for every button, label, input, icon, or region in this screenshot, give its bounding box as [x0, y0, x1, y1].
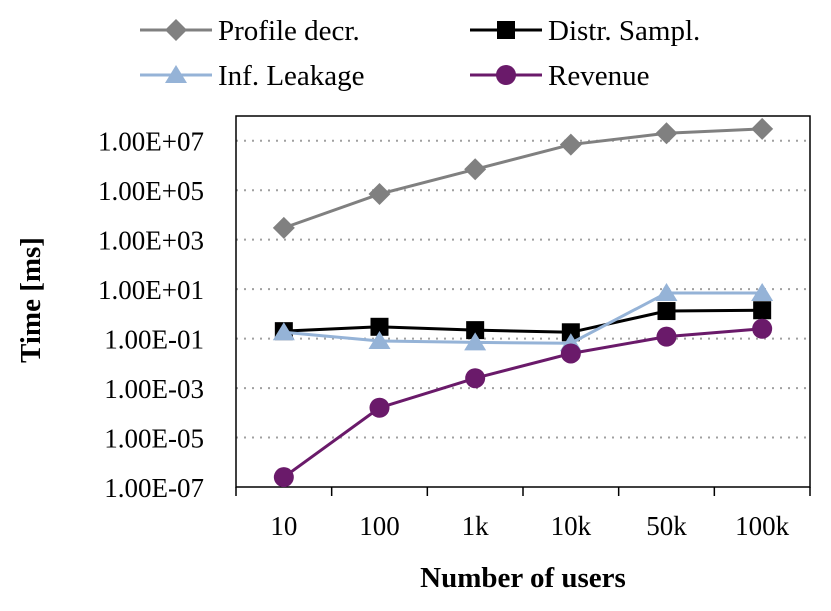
data-point: [559, 133, 582, 156]
legend-item: Revenue: [470, 60, 649, 92]
data-point: [751, 117, 774, 140]
legend-item: Profile decr.: [140, 15, 360, 47]
data-point: [655, 122, 678, 145]
data-point: [466, 321, 485, 340]
y-tick-label: 1.00E-05: [104, 424, 204, 454]
legend-marker: [497, 21, 515, 39]
x-tick-label: 100: [359, 511, 400, 541]
y-tick-label: 1.00E+05: [98, 176, 204, 206]
plot-frame: [235, 115, 811, 488]
x-tick-label: 50k: [646, 511, 687, 541]
legend-marker: [496, 65, 516, 85]
series-line: [283, 308, 763, 334]
data-point: [272, 322, 295, 341]
axes: [235, 115, 811, 496]
legend-label: Revenue: [548, 60, 649, 92]
data-point: [561, 323, 580, 342]
y-tick-label: 1.00E+07: [98, 127, 204, 157]
x-tick-label: 10k: [551, 511, 592, 541]
data-point: [272, 216, 295, 239]
series-distr-sampl: [274, 301, 772, 342]
y-axis-title: Time [ms]: [15, 237, 47, 363]
x-tick-label: 100k: [735, 511, 790, 541]
y-tick-label: 1.00E-01: [104, 325, 204, 355]
data-point: [370, 317, 389, 336]
data-point: [655, 282, 678, 301]
data-point: [368, 183, 391, 206]
legend: Profile decr. Distr. Sampl. Inf. Leakage Re…: [140, 15, 700, 92]
legend-label: Inf. Leakage: [218, 60, 365, 92]
data-point: [753, 301, 772, 320]
x-tick-label: 1k: [462, 511, 490, 541]
x-axis-title: Number of users: [420, 562, 626, 594]
data-point: [368, 330, 391, 349]
series-line: [283, 291, 763, 345]
series-revenue: [273, 318, 773, 488]
data-point: [464, 158, 487, 181]
data-point: [464, 332, 487, 351]
data-point: [369, 397, 390, 418]
data-point: [752, 318, 773, 339]
data-point: [751, 282, 774, 301]
data-point: [560, 343, 581, 364]
data-point: [657, 302, 676, 321]
series-line: [282, 327, 763, 479]
legend-item: Inf. Leakage: [140, 60, 365, 92]
x-tick-labels: 10 100 1k 10k 50k 100k: [270, 511, 789, 541]
series-line: [283, 127, 763, 230]
y-tick-labels: 1.00E-07 1.00E-05 1.00E-03 1.00E-01 1.00E+01…: [98, 127, 204, 503]
gridlines: [236, 139, 810, 439]
legend-item: Distr. Sampl.: [470, 15, 700, 47]
data-point: [656, 326, 677, 347]
legend-marker: [165, 65, 187, 83]
y-tick-label: 1.00E+01: [98, 275, 204, 305]
data-point: [465, 368, 486, 389]
y-tick-label: 1.00E-03: [104, 374, 204, 404]
x-tick-label: 10: [270, 511, 297, 541]
series-profile-decr: [272, 117, 774, 239]
series-inf-leakage: [272, 282, 774, 352]
y-tick-label: 1.00E-07: [104, 473, 204, 503]
data-point: [273, 467, 294, 488]
legend-marker: [165, 19, 187, 41]
legend-label: Profile decr.: [218, 15, 360, 47]
data-series: [272, 117, 774, 488]
legend-label: Distr. Sampl.: [548, 15, 700, 47]
y-tick-label: 1.00E+03: [98, 226, 204, 256]
